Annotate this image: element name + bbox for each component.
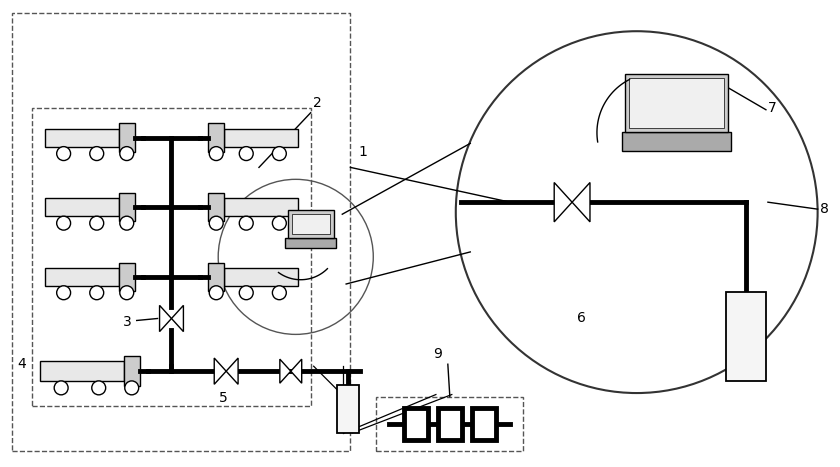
- Bar: [622, 132, 731, 151]
- Polygon shape: [226, 358, 238, 384]
- Circle shape: [209, 286, 223, 300]
- Bar: [118, 193, 134, 221]
- Text: 5: 5: [218, 391, 228, 405]
- Bar: [376, 396, 523, 451]
- Bar: [208, 262, 224, 291]
- Bar: [118, 123, 134, 152]
- Text: 9: 9: [433, 347, 443, 361]
- Circle shape: [125, 381, 139, 395]
- Circle shape: [239, 216, 253, 230]
- Circle shape: [272, 216, 286, 230]
- Bar: [45, 198, 118, 216]
- Bar: [208, 123, 224, 152]
- Text: 6: 6: [576, 311, 585, 325]
- Bar: [629, 78, 724, 128]
- Circle shape: [56, 286, 71, 300]
- Bar: [45, 128, 118, 147]
- Circle shape: [120, 286, 134, 300]
- Text: 8: 8: [820, 202, 828, 216]
- Circle shape: [90, 147, 103, 161]
- Bar: [288, 210, 333, 239]
- Circle shape: [56, 216, 71, 230]
- Bar: [118, 262, 134, 291]
- Polygon shape: [280, 359, 291, 383]
- Bar: [404, 408, 428, 440]
- Polygon shape: [572, 183, 590, 222]
- Polygon shape: [291, 359, 302, 383]
- Bar: [438, 408, 462, 440]
- Circle shape: [56, 147, 71, 161]
- Bar: [291, 214, 329, 234]
- Text: 7: 7: [768, 101, 777, 115]
- Circle shape: [272, 147, 286, 161]
- Circle shape: [239, 147, 253, 161]
- Bar: [472, 408, 496, 440]
- Circle shape: [239, 286, 253, 300]
- Text: 2: 2: [312, 96, 322, 110]
- Circle shape: [272, 286, 286, 300]
- Polygon shape: [160, 305, 171, 332]
- Bar: [285, 239, 337, 248]
- Circle shape: [209, 216, 223, 230]
- Bar: [208, 193, 224, 221]
- Text: 4: 4: [18, 357, 26, 371]
- Bar: [32, 108, 311, 406]
- Circle shape: [55, 381, 68, 395]
- Text: 1: 1: [359, 145, 367, 159]
- Bar: [224, 128, 297, 147]
- Bar: [123, 356, 139, 387]
- Bar: [338, 385, 360, 433]
- Circle shape: [90, 286, 103, 300]
- Bar: [13, 14, 350, 451]
- Polygon shape: [214, 358, 226, 384]
- Circle shape: [90, 216, 103, 230]
- Circle shape: [209, 147, 223, 161]
- Polygon shape: [554, 183, 572, 222]
- Bar: [45, 268, 118, 286]
- Bar: [40, 361, 123, 381]
- Circle shape: [120, 216, 134, 230]
- Bar: [224, 268, 297, 286]
- Bar: [726, 292, 766, 381]
- Bar: [224, 198, 297, 216]
- Circle shape: [92, 381, 106, 395]
- Text: 3: 3: [123, 316, 132, 329]
- Bar: [625, 74, 728, 132]
- Circle shape: [120, 147, 134, 161]
- Polygon shape: [171, 305, 183, 332]
